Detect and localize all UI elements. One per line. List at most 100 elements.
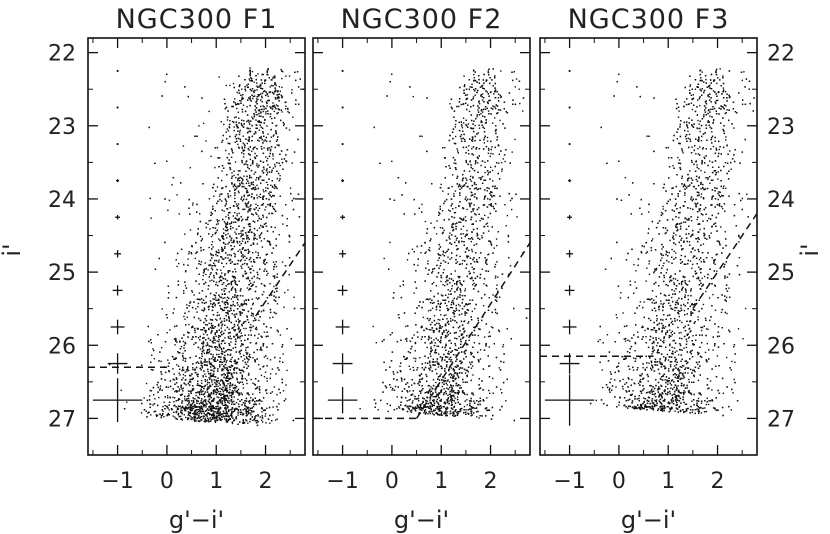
data-point (267, 133, 269, 135)
data-point (200, 329, 202, 331)
data-point (228, 409, 230, 412)
data-point (247, 334, 250, 336)
data-point (245, 138, 247, 140)
data-point (262, 202, 265, 205)
data-point (226, 119, 229, 121)
data-point (271, 169, 273, 172)
data-point (194, 135, 196, 137)
data-point (223, 384, 225, 386)
data-point (173, 338, 176, 340)
data-point (126, 401, 128, 403)
data-point (185, 399, 187, 402)
data-point (188, 395, 190, 397)
data-point (214, 357, 216, 359)
data-point (259, 109, 261, 111)
data-point (249, 418, 251, 421)
data-point (211, 243, 213, 246)
data-point (199, 420, 201, 423)
data-point (242, 126, 245, 128)
data-point (243, 227, 245, 229)
data-point (241, 125, 244, 127)
data-point (199, 339, 201, 341)
data-point (273, 277, 276, 279)
data-point (275, 98, 277, 100)
data-point (257, 109, 260, 112)
data-point (276, 418, 278, 420)
data-point (191, 407, 193, 409)
data-point (188, 413, 190, 415)
data-point (241, 96, 243, 98)
data-point (272, 247, 275, 249)
data-point (261, 417, 264, 419)
data-point (245, 412, 248, 414)
data-point (267, 149, 269, 151)
data-point (211, 269, 214, 271)
data-point (217, 411, 219, 413)
data-point (217, 261, 220, 263)
data-point (195, 355, 197, 357)
data-point (268, 198, 270, 201)
data-point (248, 400, 250, 402)
data-point (242, 309, 244, 311)
data-point (178, 213, 180, 215)
data-point (206, 409, 208, 412)
data-point (237, 304, 239, 306)
data-point (228, 366, 230, 368)
data-point (227, 375, 229, 377)
data-point (233, 174, 235, 177)
data-point (248, 412, 250, 414)
data-point (224, 297, 226, 299)
data-point (177, 408, 180, 410)
data-point (203, 307, 206, 309)
data-point (277, 136, 279, 138)
data-point (242, 422, 244, 424)
data-point (161, 389, 163, 391)
data-point (194, 398, 196, 400)
data-point (216, 346, 219, 349)
data-point (244, 273, 247, 275)
data-point (262, 189, 264, 191)
data-point (176, 252, 179, 255)
data-point (232, 384, 234, 386)
data-point (248, 402, 251, 404)
data-point (210, 397, 212, 399)
data-point (223, 238, 225, 240)
data-point (251, 116, 253, 118)
data-point (208, 327, 210, 330)
data-point (230, 394, 233, 397)
data-point (211, 374, 214, 377)
data-point (253, 197, 255, 199)
data-point (268, 192, 270, 195)
data-point (239, 260, 242, 262)
data-point (259, 193, 261, 195)
data-point (207, 400, 210, 402)
data-point (159, 389, 161, 391)
data-point (210, 155, 212, 157)
data-point (258, 109, 260, 112)
data-point (279, 90, 281, 92)
data-point (227, 162, 230, 164)
data-point (260, 218, 262, 220)
data-point (223, 302, 225, 304)
data-point (236, 408, 238, 410)
data-point (233, 420, 235, 422)
data-point (240, 102, 242, 104)
data-point (281, 378, 283, 381)
data-point (177, 412, 180, 415)
data-point (208, 398, 211, 400)
data-point (237, 298, 239, 301)
data-point (266, 380, 268, 382)
data-point (187, 411, 189, 413)
data-point (297, 138, 299, 141)
data-point (277, 96, 280, 98)
data-point (269, 148, 272, 151)
data-point (230, 398, 233, 401)
data-point (221, 179, 223, 182)
data-point (285, 75, 287, 77)
data-point (227, 270, 230, 272)
data-point (240, 235, 242, 238)
data-point (225, 262, 228, 265)
data-point (195, 420, 197, 422)
data-point (255, 415, 257, 417)
data-point (267, 272, 269, 275)
